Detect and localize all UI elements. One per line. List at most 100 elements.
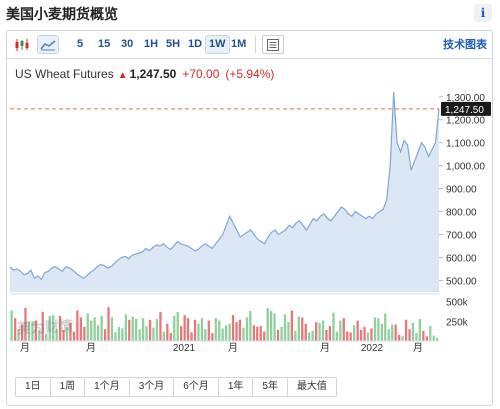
volume-bar <box>173 315 176 341</box>
volume-bar <box>249 311 252 341</box>
volume-bar <box>214 318 217 341</box>
volume-bar <box>418 319 421 341</box>
volume-bar <box>183 315 186 341</box>
volume-bar <box>24 308 27 341</box>
timeframe-1w[interactable]: 1W <box>205 35 230 54</box>
volume-tick-label: 500k <box>446 298 469 309</box>
volume-bar <box>200 318 204 341</box>
range-1d[interactable]: 1日 <box>16 378 51 396</box>
volume-bar <box>256 326 259 341</box>
range-1w[interactable]: 1周 <box>51 378 86 396</box>
volume-bar <box>124 314 127 341</box>
volume-bar <box>221 328 224 341</box>
volume-bar <box>31 321 34 341</box>
volume-bar <box>411 322 415 341</box>
volume-bar <box>363 326 366 341</box>
timeframe-1h[interactable]: 1H <box>144 38 159 50</box>
volume-bar <box>353 325 356 341</box>
x-tick-label: 月 <box>413 342 423 354</box>
volume-bar <box>321 320 325 341</box>
volume-bar <box>311 330 314 341</box>
volume-bar <box>169 333 172 341</box>
instrument-name: US Wheat Futures <box>15 67 114 81</box>
tech-chart-link[interactable]: 技术图表 <box>443 39 487 51</box>
timeframe-1d[interactable]: 1D <box>188 38 203 50</box>
volume-bar <box>103 329 107 341</box>
timeframe-5h[interactable]: 5H <box>166 38 181 50</box>
volume-bar <box>131 316 134 341</box>
volume-bar <box>297 316 300 341</box>
area-chart-icon[interactable] <box>37 35 59 54</box>
price-tick-label: 600.00 <box>446 254 477 265</box>
volume-bar <box>366 332 370 341</box>
volume-bar <box>266 308 269 341</box>
timeframe-30[interactable]: 30 <box>121 38 134 50</box>
range-max[interactable]: 最大值 <box>296 381 327 392</box>
timeframe-15[interactable]: 15 <box>98 38 111 50</box>
timeframe-5[interactable]: 5 <box>77 38 84 50</box>
price-chart[interactable]: 1,300.00 1,200.00 1,100.00 1,000.00 900.00 80… <box>7 83 492 383</box>
volume-bar <box>332 312 335 341</box>
volume-bar <box>387 329 390 341</box>
x-tick-label: 2022 <box>361 343 384 354</box>
x-tick-label: 月 <box>320 342 330 354</box>
volume-bar <box>62 330 65 341</box>
volume-bar <box>325 330 328 341</box>
volume-bar <box>148 319 152 341</box>
volume-bar <box>245 317 249 341</box>
volume-bar <box>391 324 394 341</box>
volume-bar <box>79 317 82 341</box>
range-1y[interactable]: 1年 <box>219 378 254 396</box>
last-price: 1,247.50 <box>129 67 177 81</box>
volume-bar <box>152 327 155 341</box>
volume-bar <box>380 323 383 341</box>
price-area <box>10 92 439 292</box>
watermark: 英为财情 <box>16 317 74 337</box>
info-icon[interactable]: i <box>474 4 492 22</box>
volume-bar <box>373 317 377 341</box>
price-tick-label: 500.00 <box>446 277 477 288</box>
volume-bar <box>142 318 145 341</box>
volume-bar <box>135 319 138 341</box>
toolbar-divider <box>255 36 256 53</box>
range-6m[interactable]: 6个月 <box>174 378 219 396</box>
volume-bar <box>259 326 262 341</box>
volume-bar <box>48 315 51 341</box>
timeframe-1m[interactable]: 1M <box>231 38 247 50</box>
volume-bar <box>193 319 197 341</box>
volume-bar <box>65 327 69 341</box>
volume-bar <box>422 330 425 341</box>
volume-bar <box>100 315 103 341</box>
volume-bar <box>55 329 58 341</box>
range-5y[interactable]: 5年 <box>253 378 288 396</box>
x-tick-label: 2021 <box>173 343 196 354</box>
volume-bar <box>176 311 179 341</box>
volume-bar <box>377 318 380 341</box>
volume-bar <box>38 330 41 341</box>
candlestick-icon[interactable] <box>11 35 33 54</box>
volume-bar <box>252 325 255 341</box>
volume-bar <box>83 326 86 341</box>
volume-bar <box>356 320 359 341</box>
volume-bar <box>339 320 342 341</box>
volume-tick-label: 250k <box>446 317 469 328</box>
last-price-badge <box>441 101 491 116</box>
volume-bar <box>280 326 283 341</box>
volume-bar <box>308 332 311 341</box>
volume-bar <box>436 337 439 341</box>
volume-bar <box>69 322 72 341</box>
volume-bar <box>335 331 338 341</box>
last-price-badge-label: 1,247.50 <box>445 105 484 116</box>
volume-bar <box>27 321 31 341</box>
volume-bar <box>41 311 44 341</box>
settings-table-icon[interactable] <box>262 35 284 54</box>
volume-bar <box>117 326 121 341</box>
volume-bar <box>190 332 193 341</box>
range-1m[interactable]: 1个月 <box>85 378 130 396</box>
volume-bar <box>263 331 266 341</box>
volume-bar <box>90 320 93 341</box>
range-3m[interactable]: 3个月 <box>130 378 175 396</box>
price-change: +70.00 <box>182 67 220 81</box>
volume-bar <box>72 331 76 341</box>
volume-bar <box>166 323 169 341</box>
